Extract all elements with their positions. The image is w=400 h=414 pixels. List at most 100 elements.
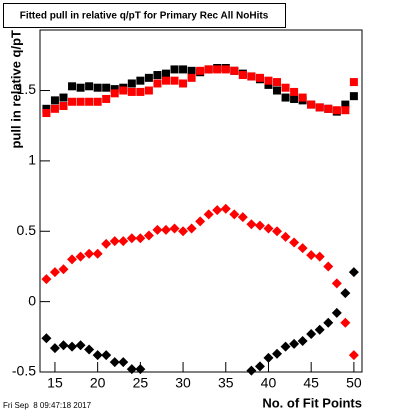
diamond-point xyxy=(220,203,231,214)
diamond-point xyxy=(109,357,120,368)
diamond-point xyxy=(84,344,95,355)
diamond-point xyxy=(246,219,257,230)
square-point xyxy=(273,78,282,87)
diamond-point xyxy=(348,267,359,278)
y-tick-label: 1 xyxy=(28,152,36,168)
diamond-point xyxy=(323,317,334,328)
square-point xyxy=(247,72,256,81)
diamond-point xyxy=(272,226,283,237)
square-point xyxy=(281,93,290,102)
square-point xyxy=(102,94,111,103)
square-point xyxy=(298,93,307,102)
diamond-point xyxy=(101,350,112,361)
diamond-point xyxy=(263,223,274,234)
diamond-point xyxy=(92,350,103,361)
square-point xyxy=(110,89,119,98)
title-box xyxy=(3,3,286,28)
diamond-point xyxy=(178,226,189,237)
square-point xyxy=(93,83,102,92)
diamond-point xyxy=(186,223,197,234)
square-point xyxy=(85,82,94,91)
diamond-point xyxy=(246,365,257,376)
diamond-point xyxy=(84,248,95,259)
square-point xyxy=(76,83,85,92)
diamond-point xyxy=(67,254,78,265)
diamond-point xyxy=(49,343,60,354)
square-point xyxy=(324,104,333,113)
square-point xyxy=(153,79,162,88)
diamond-point xyxy=(101,238,112,249)
square-point xyxy=(170,76,179,85)
diamond-point xyxy=(331,307,342,318)
diamond-point xyxy=(41,274,52,285)
diamond-point xyxy=(203,209,214,220)
frame xyxy=(39,29,363,373)
diamond-point xyxy=(118,357,129,368)
square-point xyxy=(332,106,341,115)
footer: Fri Sep 8 09:47:18 2017 xyxy=(3,401,92,410)
square-point xyxy=(341,100,350,109)
x-tick-label: 50 xyxy=(346,375,362,391)
diamond-point xyxy=(229,209,240,220)
diamond-point xyxy=(58,264,69,275)
diamond-point xyxy=(195,216,206,227)
diamond-point xyxy=(118,236,129,247)
y-tick-label: 0 xyxy=(28,292,36,308)
square-point xyxy=(85,97,94,106)
square-point xyxy=(187,73,196,82)
square-point xyxy=(42,104,51,113)
x-tick-label: 25 xyxy=(133,375,149,391)
diamond-point xyxy=(280,341,291,352)
square-point xyxy=(50,96,59,105)
diamond-point xyxy=(237,212,248,223)
diamond-point xyxy=(126,233,137,244)
x-tick-label: 35 xyxy=(218,375,234,391)
diamond-point xyxy=(297,243,308,254)
diamond-point xyxy=(152,224,163,235)
square-point xyxy=(213,65,222,74)
diamond-point xyxy=(143,230,154,241)
diamond-point xyxy=(280,231,291,242)
square-point xyxy=(144,86,153,95)
square-point xyxy=(273,86,282,95)
diamond-point xyxy=(75,340,86,351)
diamond-point xyxy=(340,317,351,328)
square-point xyxy=(307,100,316,109)
square-point xyxy=(136,76,145,85)
diamond-point xyxy=(306,250,317,261)
square-point xyxy=(349,78,358,87)
square-point xyxy=(204,65,213,74)
diamond-point xyxy=(49,267,60,278)
diamond-point xyxy=(254,361,265,372)
square-point xyxy=(196,66,205,75)
square-point xyxy=(127,87,136,96)
square-point xyxy=(76,97,85,106)
square-point xyxy=(179,65,188,74)
square-point xyxy=(127,79,136,88)
square-point xyxy=(264,76,273,85)
diamond-point xyxy=(135,364,146,375)
diamond-point xyxy=(289,237,300,248)
diamond-point xyxy=(306,329,317,339)
diamond-point xyxy=(75,251,86,262)
square-point xyxy=(290,87,299,96)
x-axis-label: No. of Fit Points xyxy=(262,395,362,410)
square-point xyxy=(221,65,230,74)
diamond-point xyxy=(348,350,359,361)
x-tick-label: 30 xyxy=(175,375,191,391)
diamond-point xyxy=(135,233,146,244)
square-point xyxy=(59,102,68,110)
square-point xyxy=(144,73,153,82)
square-point xyxy=(136,87,145,96)
diamond-point xyxy=(58,340,69,351)
diamond-point xyxy=(92,248,103,259)
x-tick-label: 40 xyxy=(261,375,277,391)
diamond-point xyxy=(169,223,180,234)
square-point xyxy=(161,76,170,85)
square-point xyxy=(59,93,68,102)
square-point xyxy=(349,92,358,101)
square-point xyxy=(315,103,324,112)
diamond-point xyxy=(272,348,283,359)
